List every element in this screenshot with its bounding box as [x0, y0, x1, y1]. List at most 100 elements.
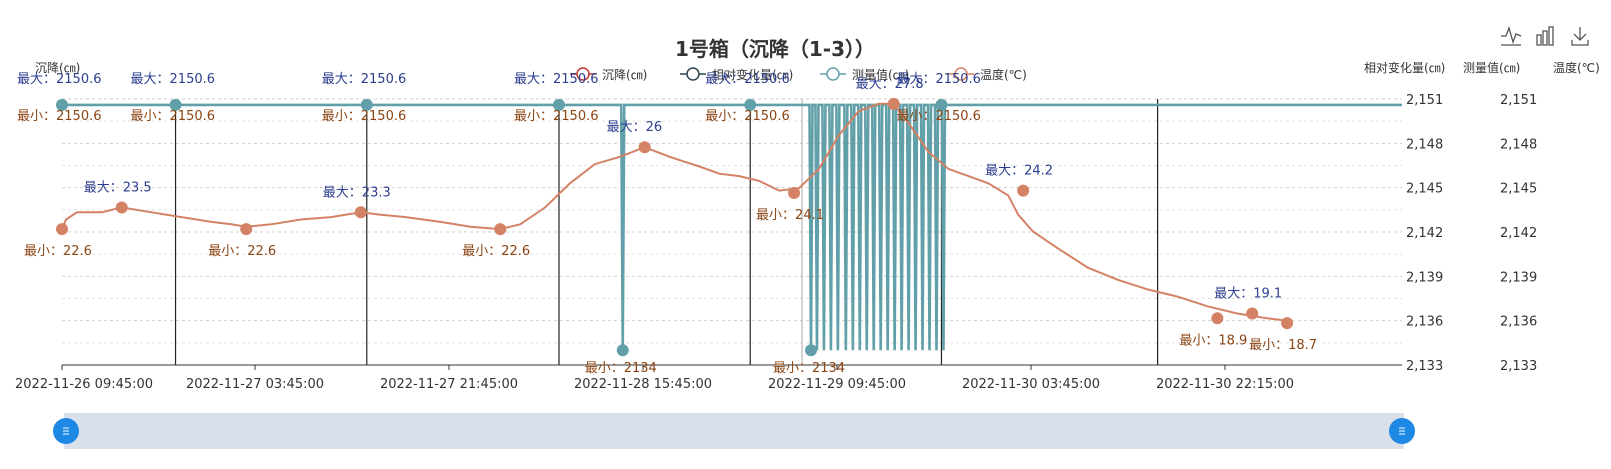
temperature-extreme-point — [354, 206, 367, 219]
measured-line — [62, 103, 1402, 351]
measured-drop-min-label: 最小：2134 — [773, 361, 845, 376]
y-axis-ticks: 2,133 2,133 2,136 2,136 2,139 2,139 2,142 2,142… — [1406, 93, 1537, 374]
x-tick-label: 2022-11-27 21:45:00 — [380, 377, 518, 392]
measured-max-label: 最大：2150.6 — [322, 72, 407, 87]
temperature-min-label: 最小：22.6 — [462, 244, 530, 259]
temperature-line — [61, 102, 1288, 322]
legend-item[interactable]: 温度(℃) — [948, 67, 1027, 82]
measured-max-label: 最大：2150.6 — [896, 72, 981, 87]
temperature-min-label: 最小：22.6 — [24, 244, 92, 259]
legend-label: 温度(℃) — [980, 67, 1027, 82]
y-axis-name-left: 沉降(㎝) — [35, 61, 80, 75]
data-zoom-slider[interactable] — [53, 413, 1415, 449]
legend: 沉降(㎝) 相对变化量(㎝) 测量值(㎝) 温度(℃) — [570, 67, 1027, 82]
line-chart-icon[interactable] — [1501, 25, 1522, 46]
measured-min-label: 最小：2150.6 — [514, 109, 599, 124]
temperature-min-label: 最小：18.9 — [1179, 333, 1247, 348]
markers: 最大：2150.6 最小：2150.6 最大：2150.6 最小：2150.6 最大：2… — [17, 72, 1317, 376]
measured-max-point — [935, 98, 948, 111]
measured-drop-min-label: 最小：2134 — [585, 361, 657, 376]
temperature-max-label: 最大：24.2 — [985, 164, 1053, 179]
temperature-min-label: 最小：18.7 — [1249, 338, 1317, 353]
series-temperature — [61, 102, 1288, 322]
y-axis-name-relative: 相对变化量(㎝) — [1364, 60, 1445, 75]
y-tick-label-measured: 2,133 — [1500, 359, 1537, 374]
divider-lines — [174, 99, 1159, 365]
measured-max-point — [744, 98, 757, 111]
measured-min-label: 最小：2150.6 — [896, 109, 981, 124]
x-tick-label: 2022-11-29 09:45:00 — [768, 377, 906, 392]
legend-symbol — [576, 67, 590, 81]
measured-max-label: 最大：2150.6 — [131, 72, 216, 87]
x-tick-label: 2022-11-28 15:45:00 — [574, 377, 712, 392]
chart-title: 1号箱（沉降（1-3）） — [675, 37, 875, 61]
temperature-max-label: 最大：27.8 — [856, 77, 924, 92]
temperature-extreme-point — [1017, 184, 1030, 197]
measured-min-label: 最小：2150.6 — [17, 109, 102, 124]
y-tick-label-relative: 2,133 — [1406, 359, 1443, 374]
temperature-extreme-point — [240, 223, 253, 236]
y-tick-label-measured: 2,151 — [1500, 93, 1537, 108]
y-tick-label-relative: 2,151 — [1406, 93, 1443, 108]
temperature-max-label: 最大：23.3 — [323, 185, 391, 200]
temperature-max-label: 最大：19.1 — [1214, 286, 1282, 301]
legend-label: 沉降(㎝) — [602, 68, 647, 82]
y-axis-name-temperature: 温度(℃) — [1553, 60, 1600, 75]
temperature-extreme-point — [494, 223, 507, 236]
y-axis-name-measured: 测量值(㎝) — [1463, 60, 1520, 75]
measured-max-point — [169, 98, 182, 111]
bar-chart-icon[interactable] — [1536, 26, 1554, 46]
measured-max-label: 最大：2150.6 — [17, 72, 102, 87]
temperature-max-label: 最大：23.5 — [84, 180, 152, 195]
measured-min-point — [616, 344, 629, 357]
measured-min-point — [804, 344, 817, 357]
legend-label: 相对变化量(㎝) — [712, 67, 793, 82]
legend-label: 测量值(㎝) — [852, 67, 909, 82]
y-tick-label-measured: 2,139 — [1500, 270, 1537, 285]
temperature-extreme-point — [788, 186, 801, 199]
y-tick-label-measured: 2,148 — [1500, 137, 1537, 152]
legend-symbol — [954, 67, 968, 81]
legend-symbol — [686, 67, 700, 81]
x-tick-label: 2022-11-26 09:45:00 — [15, 377, 153, 392]
y-tick-label-measured: 2,136 — [1500, 315, 1537, 330]
toolbox — [1501, 25, 1589, 46]
x-tick-label: 2022-11-30 22:15:00 — [1156, 377, 1294, 392]
temperature-extreme-point — [1281, 317, 1294, 330]
x-axis: 2022-11-26 09:45:00 2022-11-27 03:45:00 20… — [15, 364, 1402, 392]
slider-handle-right[interactable] — [1389, 418, 1415, 444]
y-tick-label-relative: 2,139 — [1406, 270, 1443, 285]
slider-track[interactable] — [64, 413, 1404, 449]
temperature-extreme-point — [56, 223, 68, 236]
measured-max-point — [56, 98, 68, 111]
measured-max-label: 最大：2150.6 — [514, 72, 599, 87]
measured-max-label: 最大：2150.6 — [705, 72, 790, 87]
measured-min-label: 最小：2150.6 — [322, 109, 407, 124]
legend-item[interactable]: 测量值(㎝) — [820, 67, 909, 82]
legend-item[interactable]: 沉降(㎝) — [570, 67, 647, 82]
slider-handle-left[interactable] — [53, 418, 79, 444]
y-tick-label-relative: 2,136 — [1406, 315, 1443, 330]
x-tick-label: 2022-11-30 03:45:00 — [962, 377, 1100, 392]
x-tick-label: 2022-11-27 03:45:00 — [186, 377, 324, 392]
temperature-extreme-point — [887, 97, 900, 110]
legend-item[interactable]: 相对变化量(㎝) — [680, 67, 793, 82]
temperature-max-label: 最大：26 — [607, 120, 663, 135]
measured-max-point — [553, 98, 566, 111]
temperature-extreme-point — [638, 141, 651, 154]
y-tick-label-relative: 2,145 — [1406, 182, 1443, 197]
temperature-extreme-point — [1211, 312, 1224, 325]
temperature-extreme-point — [1246, 307, 1259, 320]
legend-symbol — [826, 67, 840, 81]
temperature-extreme-point — [115, 201, 128, 214]
grid — [62, 98, 1402, 366]
y-tick-label-measured: 2,142 — [1500, 226, 1537, 241]
series-measured — [56, 98, 1402, 357]
y-tick-label-measured: 2,145 — [1500, 182, 1537, 197]
y-tick-label-relative: 2,148 — [1406, 137, 1443, 152]
measured-min-label: 最小：2150.6 — [131, 109, 216, 124]
temperature-min-label: 最小：24.1 — [756, 208, 824, 223]
download-icon[interactable] — [1571, 27, 1589, 46]
y-tick-label-relative: 2,142 — [1406, 226, 1443, 241]
